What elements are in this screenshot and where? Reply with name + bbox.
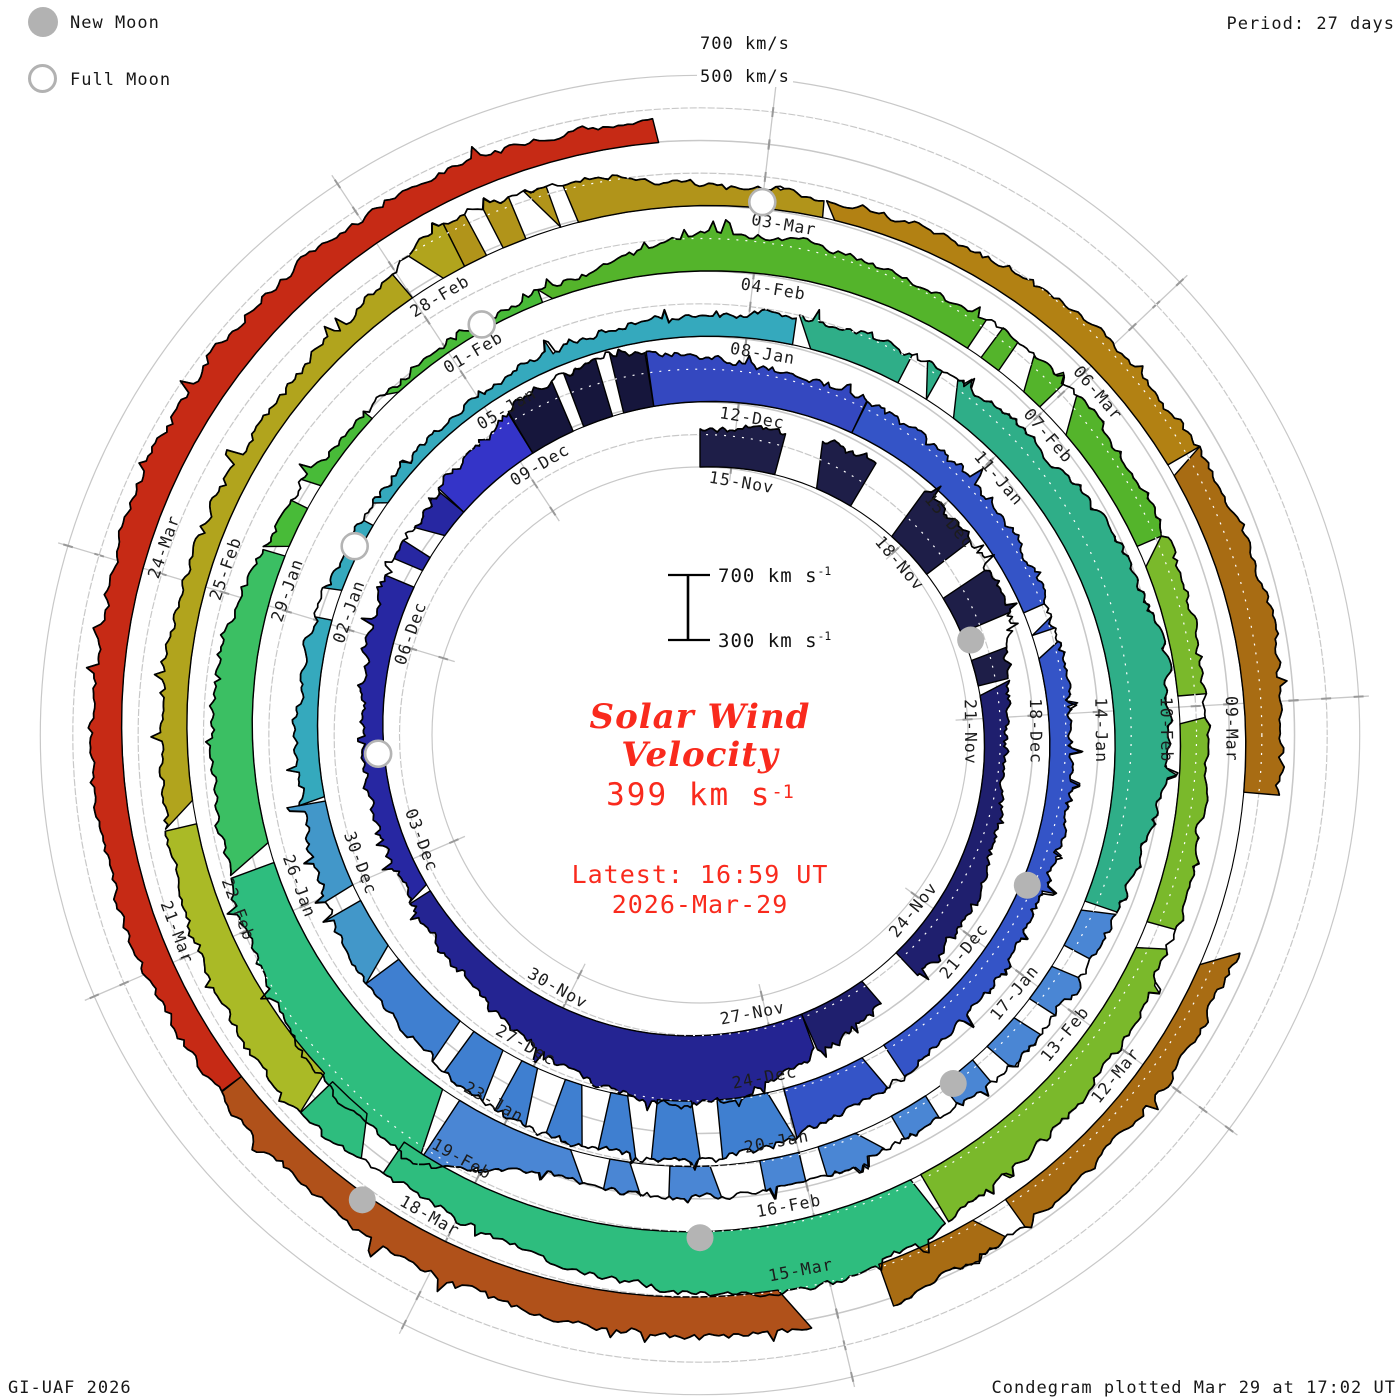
outer-scale-700: 700 km/s [697, 34, 793, 54]
plotted-timestamp: Condegram plotted Mar 29 at 17:02 UT [991, 1378, 1396, 1398]
date-label: 28-Feb [407, 271, 473, 321]
full-moon-marker [467, 310, 497, 339]
full-moon-marker [747, 187, 777, 217]
credit-label: GI-UAF 2026 [8, 1378, 132, 1398]
date-label: 14-Jan [1091, 697, 1111, 763]
period-label: Period: 27 days [1226, 14, 1395, 34]
full-moon-icon [28, 64, 57, 93]
inner-scale-bottom-label: 300 km s-1 [718, 629, 832, 652]
full-moon-label: Full Moon [70, 70, 172, 90]
new-moon-marker [686, 1224, 714, 1252]
latest-timestamp: Latest: 16:59 UT 2026-Mar-29 [571, 860, 829, 919]
inner-scale-top-label: 700 km s-1 [718, 564, 832, 587]
new-moon-icon [28, 7, 58, 37]
new-moon-marker [348, 1186, 376, 1214]
date-label: 18-Dec [1026, 698, 1046, 764]
date-label: 09-Mar [1222, 696, 1242, 762]
new-moon-marker [1013, 871, 1041, 899]
new-moon-label: New Moon [70, 13, 160, 33]
date-label: 10-Feb [1157, 697, 1177, 763]
chart-title: Solar Wind Velocity [589, 697, 811, 775]
current-velocity-value: 399 km s-1 [606, 777, 794, 813]
outer-scale-500: 500 km/s [697, 67, 793, 87]
new-moon-marker [939, 1070, 967, 1098]
full-moon-marker [363, 739, 393, 769]
full-moon-marker [340, 531, 369, 561]
date-label: 21-Nov [961, 699, 981, 765]
new-moon-marker [957, 626, 985, 654]
